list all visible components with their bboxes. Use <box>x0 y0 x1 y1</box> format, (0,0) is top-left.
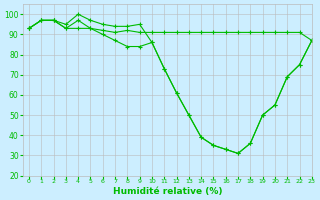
X-axis label: Humidité relative (%): Humidité relative (%) <box>113 187 222 196</box>
